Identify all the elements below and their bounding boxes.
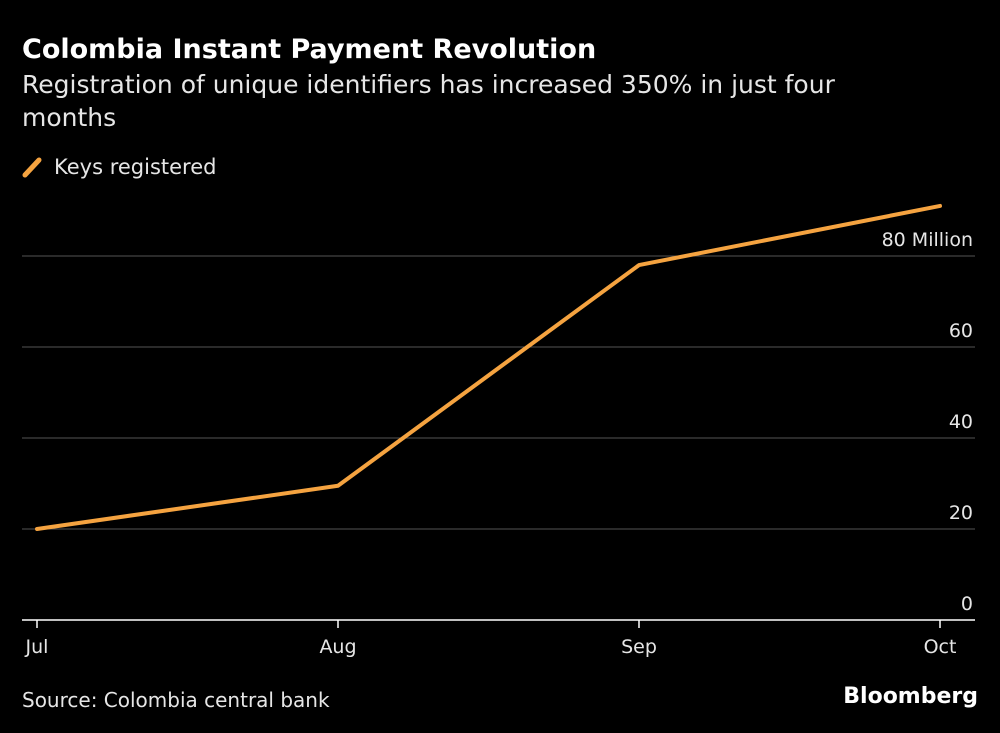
x-tick-label: Jul: [25, 636, 49, 658]
y-tick-label: 40: [949, 411, 973, 433]
x-tick-label: Sep: [621, 636, 657, 658]
y-tick-label: 20: [949, 502, 973, 524]
chart-subtitle: Registration of unique identifiers has i…: [22, 70, 835, 132]
brand-logo: Bloomberg: [843, 684, 978, 709]
legend: Keys registered: [22, 152, 216, 182]
x-tick-label: Oct: [924, 636, 957, 658]
diagonal-line-icon: [22, 157, 42, 178]
x-tick-label: Aug: [319, 636, 356, 658]
chart-title: Colombia Instant Payment Revolution: [22, 34, 597, 65]
series-line-keys-registered: [35, 203, 942, 531]
y-tick-label: 60: [949, 320, 973, 342]
source-note: Source: Colombia central bank: [22, 688, 330, 712]
legend-label-keys-registered: Keys registered: [54, 155, 217, 179]
y-tick-label: 80 Million: [882, 229, 973, 251]
y-tick-label: 0: [961, 593, 973, 615]
